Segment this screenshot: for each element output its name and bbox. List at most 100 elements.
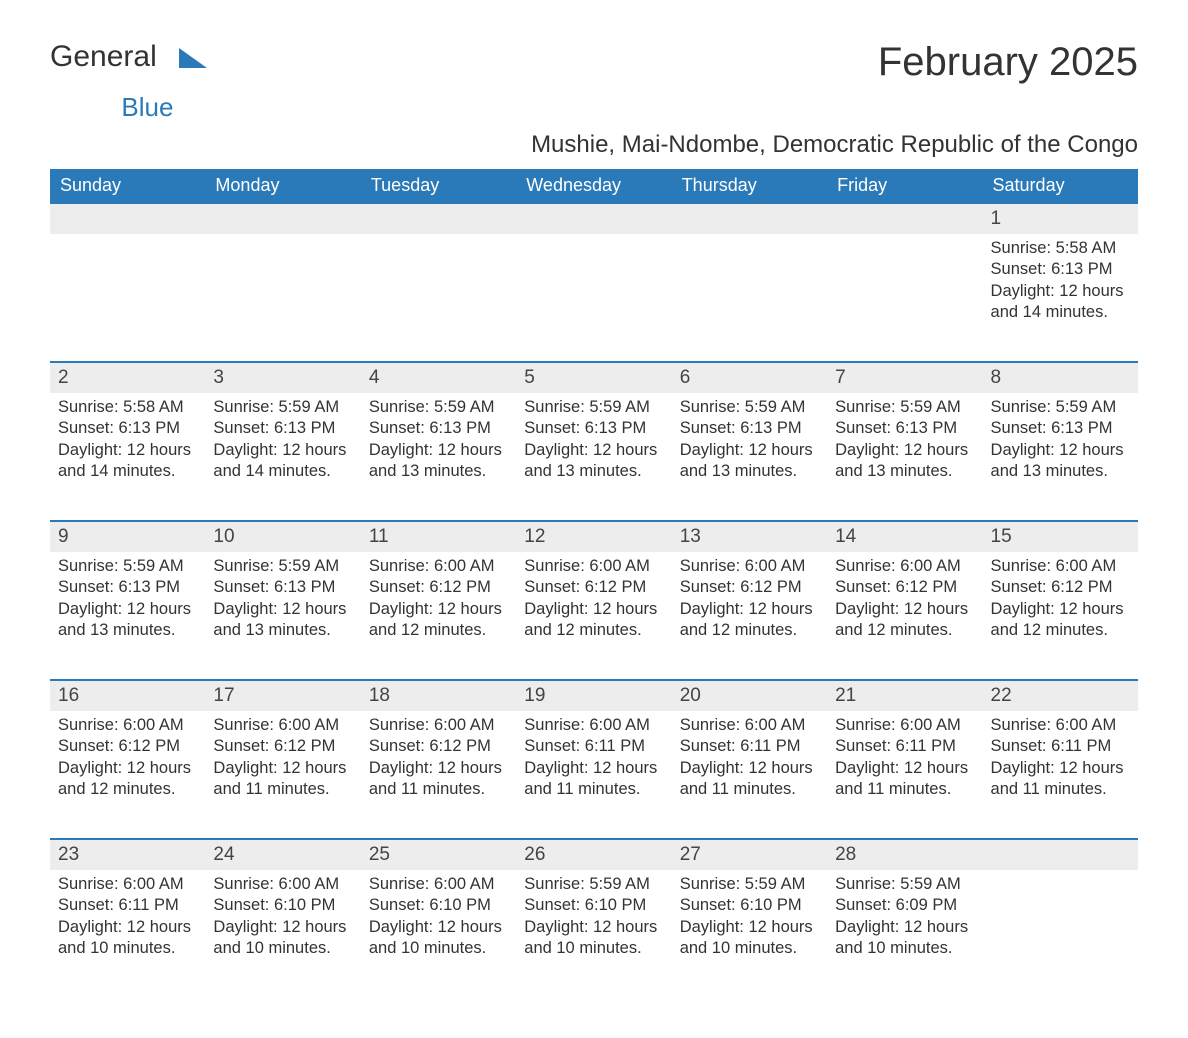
day-sunset: Sunset: 6:13 PM [58, 418, 197, 439]
day-number-cell: 11 [361, 521, 516, 552]
day-daylight1: Daylight: 12 hours [369, 599, 508, 620]
day-daylight1: Daylight: 12 hours [835, 440, 974, 461]
day-number-cell: 17 [205, 680, 360, 711]
day-daylight2: and 13 minutes. [213, 620, 352, 641]
day-daylight2: and 10 minutes. [835, 938, 974, 959]
day-sunrise: Sunrise: 6:00 AM [680, 715, 819, 736]
day-sunrise: Sunrise: 5:59 AM [680, 397, 819, 418]
day-detail-cell: Sunrise: 5:59 AMSunset: 6:10 PMDaylight:… [672, 870, 827, 998]
day-sunset: Sunset: 6:13 PM [369, 418, 508, 439]
day-number-cell: 2 [50, 362, 205, 393]
day-number-cell: 5 [516, 362, 671, 393]
day-daylight2: and 13 minutes. [58, 620, 197, 641]
day-number-cell [827, 203, 982, 234]
day-daylight1: Daylight: 12 hours [835, 758, 974, 779]
day-header-mon: Monday [205, 169, 360, 203]
day-daylight1: Daylight: 12 hours [369, 440, 508, 461]
day-sunset: Sunset: 6:11 PM [58, 895, 197, 916]
day-sunrise: Sunrise: 6:00 AM [369, 874, 508, 895]
day-sunrise: Sunrise: 6:00 AM [213, 874, 352, 895]
day-sunset: Sunset: 6:11 PM [680, 736, 819, 757]
day-sunrise: Sunrise: 6:00 AM [680, 556, 819, 577]
header: General Gene Blue February 2025 [50, 40, 1138, 123]
day-sunset: Sunset: 6:13 PM [991, 259, 1130, 280]
day-detail-cell [50, 234, 205, 362]
day-detail-cell [827, 234, 982, 362]
day-sunset: Sunset: 6:11 PM [524, 736, 663, 757]
day-detail-cell: Sunrise: 5:59 AMSunset: 6:13 PMDaylight:… [827, 393, 982, 521]
day-daylight1: Daylight: 12 hours [524, 758, 663, 779]
day-daylight2: and 13 minutes. [369, 461, 508, 482]
day-daylight2: and 10 minutes. [680, 938, 819, 959]
day-daylight2: and 11 minutes. [991, 779, 1130, 800]
day-sunrise: Sunrise: 5:59 AM [213, 556, 352, 577]
day-sunset: Sunset: 6:11 PM [835, 736, 974, 757]
day-daylight1: Daylight: 12 hours [835, 917, 974, 938]
day-daylight1: Daylight: 12 hours [680, 599, 819, 620]
day-detail-cell: Sunrise: 5:58 AMSunset: 6:13 PMDaylight:… [50, 393, 205, 521]
day-number-cell [361, 203, 516, 234]
day-number-cell [983, 839, 1138, 870]
day-daylight2: and 12 minutes. [991, 620, 1130, 641]
day-number-cell: 23 [50, 839, 205, 870]
day-detail-cell [983, 870, 1138, 998]
day-daylight1: Daylight: 12 hours [213, 599, 352, 620]
day-sunset: Sunset: 6:09 PM [835, 895, 974, 916]
day-sunrise: Sunrise: 6:00 AM [213, 715, 352, 736]
day-daylight2: and 13 minutes. [991, 461, 1130, 482]
day-sunrise: Sunrise: 6:00 AM [991, 556, 1130, 577]
day-sunrise: Sunrise: 6:00 AM [524, 715, 663, 736]
day-detail-cell: Sunrise: 6:00 AMSunset: 6:11 PMDaylight:… [50, 870, 205, 998]
day-number-cell: 1 [983, 203, 1138, 234]
day-sunset: Sunset: 6:12 PM [369, 736, 508, 757]
week-number-row: 1 [50, 203, 1138, 234]
logo-flag-icon [179, 48, 207, 68]
day-sunset: Sunset: 6:12 PM [835, 577, 974, 598]
day-number-cell: 7 [827, 362, 982, 393]
day-sunrise: Sunrise: 5:59 AM [213, 397, 352, 418]
day-daylight1: Daylight: 12 hours [58, 599, 197, 620]
day-detail-cell: Sunrise: 6:00 AMSunset: 6:11 PMDaylight:… [983, 711, 1138, 839]
day-daylight1: Daylight: 12 hours [213, 758, 352, 779]
day-daylight1: Daylight: 12 hours [524, 599, 663, 620]
location-subtitle: Mushie, Mai-Ndombe, Democratic Republic … [50, 131, 1138, 159]
week-detail-row: Sunrise: 5:59 AMSunset: 6:13 PMDaylight:… [50, 552, 1138, 680]
week-detail-row: Sunrise: 5:58 AMSunset: 6:13 PMDaylight:… [50, 393, 1138, 521]
day-sunrise: Sunrise: 5:59 AM [58, 556, 197, 577]
day-daylight2: and 10 minutes. [213, 938, 352, 959]
day-sunset: Sunset: 6:10 PM [369, 895, 508, 916]
day-daylight2: and 14 minutes. [213, 461, 352, 482]
day-daylight1: Daylight: 12 hours [213, 440, 352, 461]
day-number-cell: 8 [983, 362, 1138, 393]
day-number-cell: 6 [672, 362, 827, 393]
calendar-table: Sunday Monday Tuesday Wednesday Thursday… [50, 169, 1138, 998]
day-detail-cell [672, 234, 827, 362]
day-detail-cell [516, 234, 671, 362]
day-detail-cell [361, 234, 516, 362]
day-sunrise: Sunrise: 6:00 AM [524, 556, 663, 577]
day-number-cell [672, 203, 827, 234]
day-number-cell: 22 [983, 680, 1138, 711]
day-sunrise: Sunrise: 5:59 AM [835, 874, 974, 895]
day-daylight2: and 13 minutes. [680, 461, 819, 482]
day-daylight1: Daylight: 12 hours [991, 440, 1130, 461]
day-number-cell: 3 [205, 362, 360, 393]
day-daylight1: Daylight: 12 hours [680, 917, 819, 938]
day-number-cell: 4 [361, 362, 516, 393]
day-detail-cell: Sunrise: 5:58 AMSunset: 6:13 PMDaylight:… [983, 234, 1138, 362]
day-sunset: Sunset: 6:12 PM [369, 577, 508, 598]
day-detail-cell: Sunrise: 6:00 AMSunset: 6:12 PMDaylight:… [672, 552, 827, 680]
day-detail-cell: Sunrise: 6:00 AMSunset: 6:12 PMDaylight:… [361, 711, 516, 839]
week-number-row: 16171819202122 [50, 680, 1138, 711]
day-daylight1: Daylight: 12 hours [524, 440, 663, 461]
logo: General Gene Blue [50, 40, 207, 123]
day-daylight2: and 12 minutes. [524, 620, 663, 641]
day-detail-cell: Sunrise: 5:59 AMSunset: 6:13 PMDaylight:… [983, 393, 1138, 521]
day-daylight2: and 10 minutes. [524, 938, 663, 959]
day-daylight1: Daylight: 12 hours [58, 758, 197, 779]
day-daylight2: and 13 minutes. [524, 461, 663, 482]
day-daylight2: and 10 minutes. [369, 938, 508, 959]
day-daylight1: Daylight: 12 hours [991, 599, 1130, 620]
day-number-cell: 10 [205, 521, 360, 552]
day-sunset: Sunset: 6:11 PM [991, 736, 1130, 757]
